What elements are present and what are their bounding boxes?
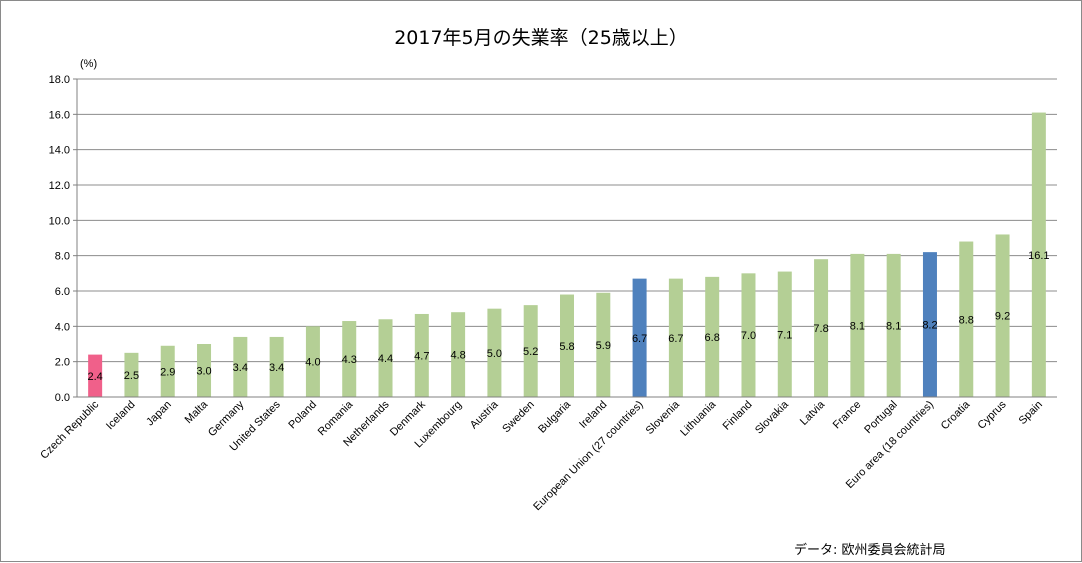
- data-label: 7.8: [813, 323, 828, 335]
- bar: [596, 292, 611, 397]
- data-label: 9.2: [995, 311, 1010, 323]
- bar: [124, 352, 139, 397]
- data-label: 2.5: [124, 370, 139, 382]
- chart-title: 2017年5月の失業率（25歳以上）: [394, 27, 688, 49]
- y-axis-unit-label: (%): [80, 58, 97, 70]
- bar: [922, 252, 937, 397]
- bar: [233, 336, 248, 397]
- x-tick-label: Malta: [183, 398, 211, 426]
- x-tick-label: Sweden: [500, 399, 537, 436]
- x-tick-label: Czech Republic: [38, 398, 101, 461]
- bar: [269, 336, 284, 397]
- x-tick-label: Slovakia: [753, 398, 792, 437]
- y-tick-label: 16.0: [49, 109, 70, 121]
- bar: [959, 241, 974, 397]
- y-tick-label: 10.0: [49, 215, 70, 227]
- bar: [88, 354, 103, 397]
- bar: [487, 308, 502, 397]
- x-tick-label: Bulgaria: [536, 398, 574, 436]
- y-tick-label: 0.0: [55, 392, 70, 404]
- bar: [305, 326, 320, 397]
- y-tick-label: 8.0: [55, 251, 70, 263]
- bar: [378, 319, 393, 397]
- x-tick-label: Latvia: [798, 398, 828, 428]
- data-label: 4.8: [450, 350, 465, 362]
- x-tick-label: Lithuania: [678, 398, 719, 439]
- data-label: 16.1: [1028, 250, 1049, 262]
- x-tick-label: Austria: [468, 398, 501, 431]
- bar: [342, 321, 357, 397]
- y-tick-label: 6.0: [55, 286, 70, 298]
- x-tick-label: Japan: [144, 399, 174, 429]
- bar: [741, 273, 756, 397]
- x-tick-label: Ireland: [577, 399, 609, 431]
- data-label: 2.9: [160, 366, 175, 378]
- data-label: 6.7: [632, 333, 647, 345]
- bar: [995, 234, 1010, 397]
- bar: [197, 344, 212, 397]
- x-tick-label: Portugal: [862, 399, 899, 436]
- data-label: 2.4: [87, 371, 102, 383]
- data-label: 8.1: [850, 320, 865, 332]
- x-tick-label: France: [831, 399, 864, 432]
- bar: [850, 253, 865, 397]
- x-tick-label: Croatia: [939, 398, 973, 432]
- x-tick-label: Spain: [1017, 399, 1045, 427]
- bar: [886, 253, 901, 397]
- x-tick-label: Iceland: [104, 399, 138, 433]
- y-tick-label: 2.0: [55, 357, 70, 369]
- y-tick-label: 12.0: [49, 180, 70, 192]
- bar: [1031, 112, 1046, 398]
- x-tick-label: Finland: [721, 399, 755, 433]
- bar: [560, 294, 574, 397]
- bar: [523, 305, 538, 397]
- x-tick-label: Poland: [286, 399, 319, 432]
- x-tick-label: Cyprus: [976, 398, 1009, 431]
- y-tick-label: 14.0: [49, 145, 70, 157]
- data-label: 7.1: [777, 329, 792, 341]
- data-label: 8.1: [886, 320, 901, 332]
- data-label: 3.4: [233, 362, 248, 374]
- bar: [414, 313, 429, 397]
- data-label: 6.7: [668, 333, 683, 345]
- data-label: 4.0: [305, 357, 320, 369]
- bar: [668, 278, 683, 397]
- data-label: 5.2: [523, 346, 538, 358]
- data-label: 4.4: [378, 353, 393, 365]
- data-label: 8.2: [922, 320, 937, 332]
- data-label: 5.9: [596, 340, 611, 352]
- y-tick-label: 4.0: [55, 321, 70, 333]
- bar: [777, 271, 792, 397]
- data-label: 5.0: [487, 348, 502, 360]
- bar: [705, 276, 720, 397]
- data-label: 4.3: [342, 354, 357, 366]
- x-tick-label: Slovenia: [644, 398, 683, 437]
- bar: [451, 312, 466, 397]
- data-label: 7.0: [741, 330, 756, 342]
- bar: [160, 345, 175, 397]
- data-label: 3.4: [269, 362, 284, 374]
- bar: [632, 278, 647, 397]
- data-label: 4.7: [414, 350, 429, 362]
- data-label: 3.0: [196, 366, 211, 378]
- bar: [814, 259, 829, 397]
- y-tick-label: 18.0: [49, 74, 70, 86]
- data-label: 6.8: [705, 332, 720, 344]
- data-label: 5.8: [559, 341, 574, 353]
- data-label: 8.8: [959, 314, 974, 326]
- source-note: データ: 欧州委員会統計局: [794, 543, 946, 558]
